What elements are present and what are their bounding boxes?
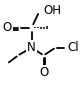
Text: O: O [2, 21, 11, 34]
Text: OH: OH [43, 4, 61, 17]
Text: Cl: Cl [67, 41, 79, 54]
Text: O: O [39, 66, 48, 79]
Text: N: N [27, 41, 36, 54]
